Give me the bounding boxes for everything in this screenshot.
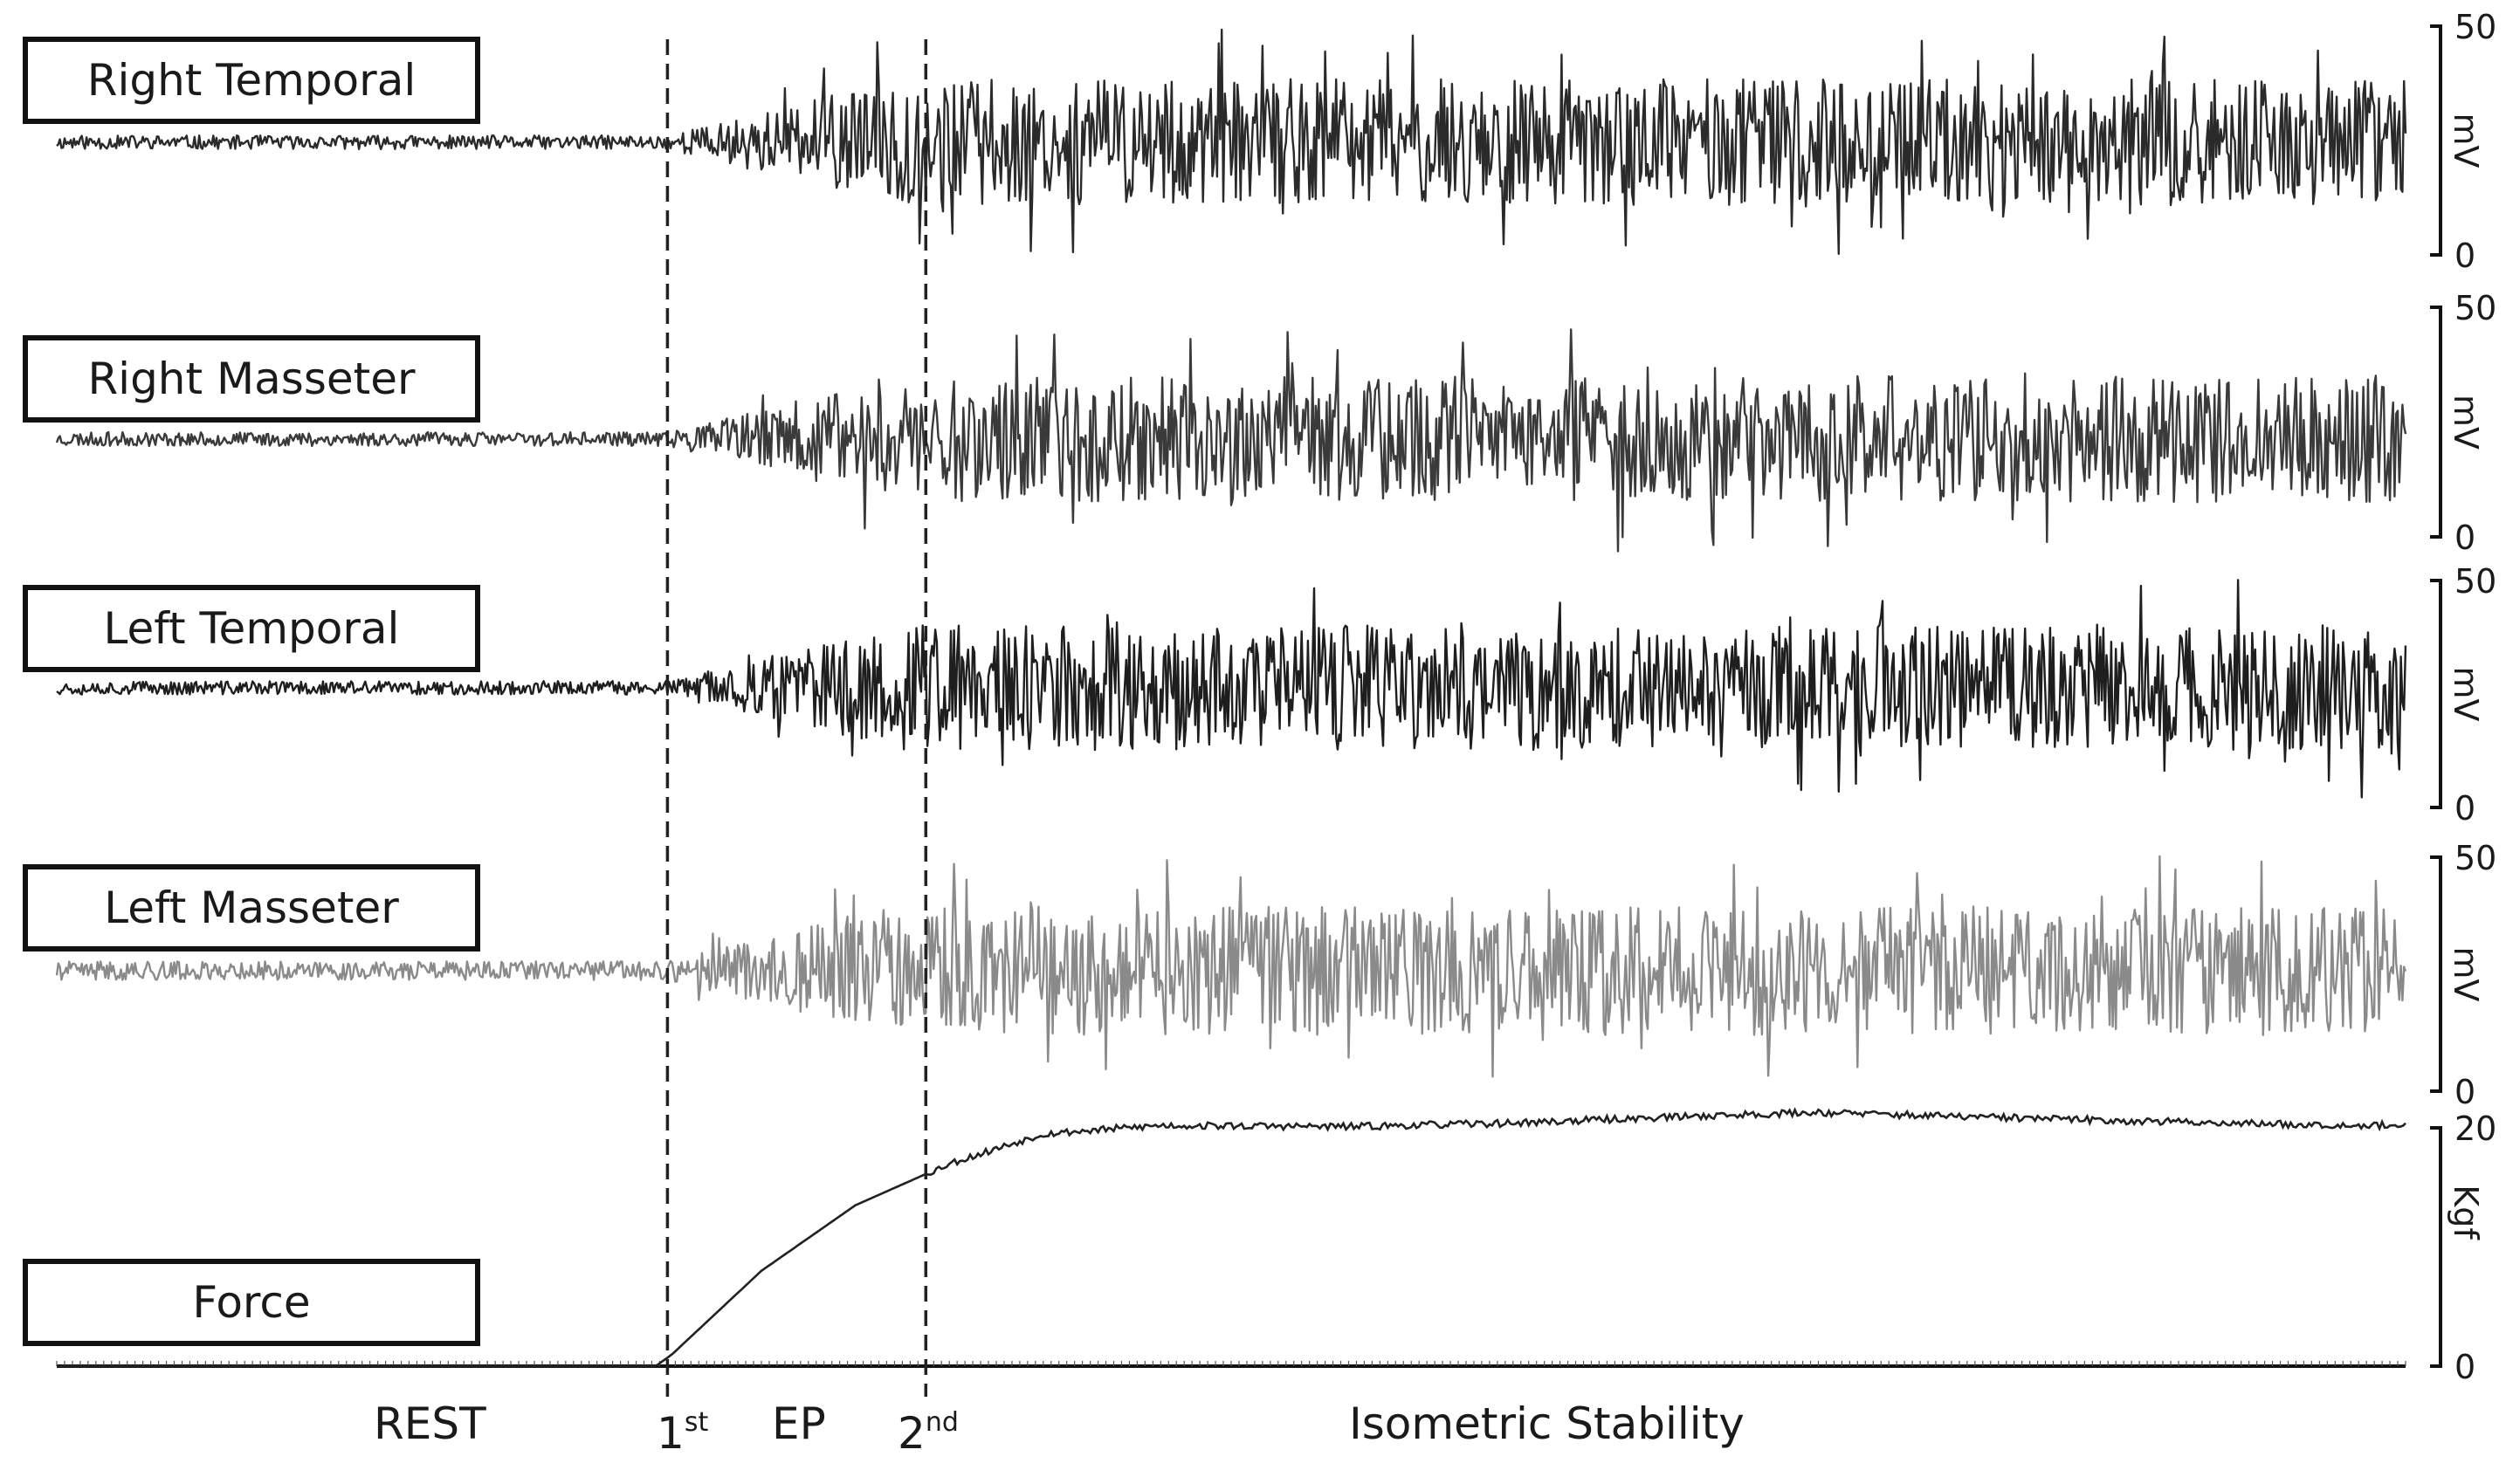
marker-label-1st: 1st — [657, 1407, 709, 1459]
scale-tick-max: 50 — [2454, 8, 2496, 46]
force-label-box: Force — [23, 1259, 480, 1346]
right-temporal-label: Right Temporal — [86, 55, 417, 106]
scale-bar-3: 50 0 mV — [2430, 562, 2496, 828]
scale-bar-2: 50 0 mV — [2430, 289, 2496, 557]
emg-trace-left-temporal — [56, 579, 2407, 799]
phase-label-rest: REST — [374, 1398, 486, 1449]
scale-bar-force: 20 0 Kgf — [2430, 1110, 2496, 1386]
scale-unit-label: mV — [2447, 395, 2485, 450]
scale-unit-label: Kgf — [2447, 1185, 2485, 1240]
emg-series-line — [55, 328, 2407, 553]
scale-bar-1: 50 0 mV — [2430, 8, 2496, 275]
emg-trace-right-temporal — [56, 28, 2407, 255]
right-temporal-label-box: Right Temporal — [23, 37, 480, 124]
left-temporal-label-box: Left Temporal — [23, 585, 480, 672]
scale-tick-min: 0 — [2454, 519, 2475, 557]
scale-unit-label: mV — [2447, 666, 2485, 721]
scale-tick-min: 0 — [2454, 1348, 2475, 1386]
scale-tick-min: 0 — [2454, 789, 2475, 828]
scale-unit-label: mV — [2447, 946, 2485, 1001]
right-masseter-label: Right Masseter — [87, 354, 416, 404]
right-masseter-label-box: Right Masseter — [23, 335, 480, 423]
phase-label-ep: EP — [772, 1398, 826, 1449]
scale-tick-max: 50 — [2454, 289, 2496, 327]
left-masseter-label-box: Left Masseter — [23, 864, 480, 952]
scale-tick-max: 50 — [2454, 562, 2496, 601]
scale-unit-label: mV — [2447, 113, 2485, 168]
emg-series-line — [56, 28, 2407, 255]
emg-trace-right-masseter — [55, 328, 2407, 553]
scale-bar-4: 50 0 mV — [2430, 839, 2496, 1111]
force-label: Force — [192, 1277, 311, 1328]
scale-tick-min: 0 — [2454, 237, 2475, 275]
force-series-line — [57, 1107, 2406, 1368]
force-trace — [56, 1107, 2406, 1368]
phase-label-isometric-stability: Isometric Stability — [1349, 1398, 1745, 1449]
scale-tick-max: 20 — [2454, 1110, 2496, 1148]
left-temporal-label: Left Temporal — [103, 603, 400, 654]
marker-label-2nd: 2nd — [898, 1407, 959, 1459]
scale-tick-min: 0 — [2454, 1073, 2475, 1111]
emg-trace-left-masseter — [55, 855, 2407, 1078]
emg-series-line — [55, 855, 2407, 1078]
emg-series-line — [56, 579, 2407, 799]
scale-tick-max: 50 — [2454, 839, 2496, 877]
left-masseter-label: Left Masseter — [104, 883, 399, 933]
